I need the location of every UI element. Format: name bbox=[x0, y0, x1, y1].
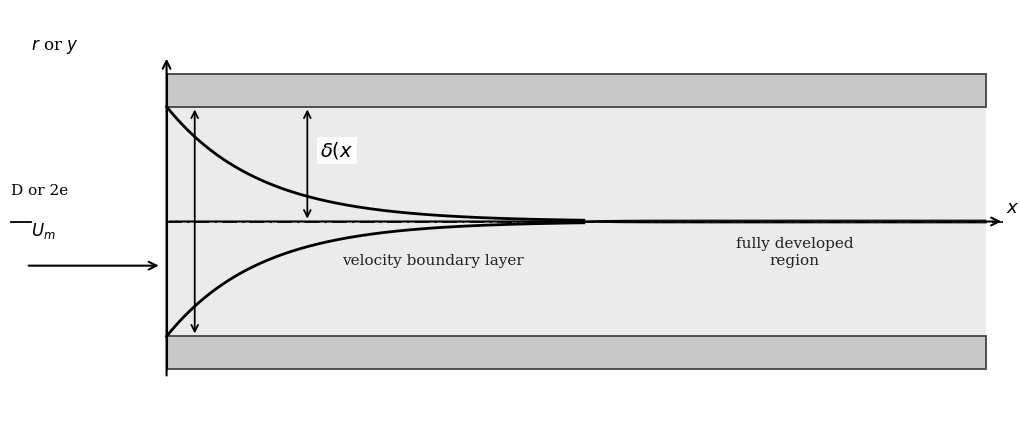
Text: $\delta(x$: $\delta(x$ bbox=[320, 140, 354, 161]
Polygon shape bbox=[166, 107, 985, 336]
Text: $U_m$: $U_m$ bbox=[31, 222, 55, 241]
Text: $r$ or $y$: $r$ or $y$ bbox=[31, 37, 78, 56]
Polygon shape bbox=[166, 74, 985, 107]
Text: $x$: $x$ bbox=[1005, 199, 1018, 217]
Polygon shape bbox=[166, 336, 985, 369]
Text: D or 2e: D or 2e bbox=[11, 183, 68, 198]
Text: velocity boundary layer: velocity boundary layer bbox=[341, 254, 524, 268]
Text: fully developed
region: fully developed region bbox=[736, 237, 853, 268]
